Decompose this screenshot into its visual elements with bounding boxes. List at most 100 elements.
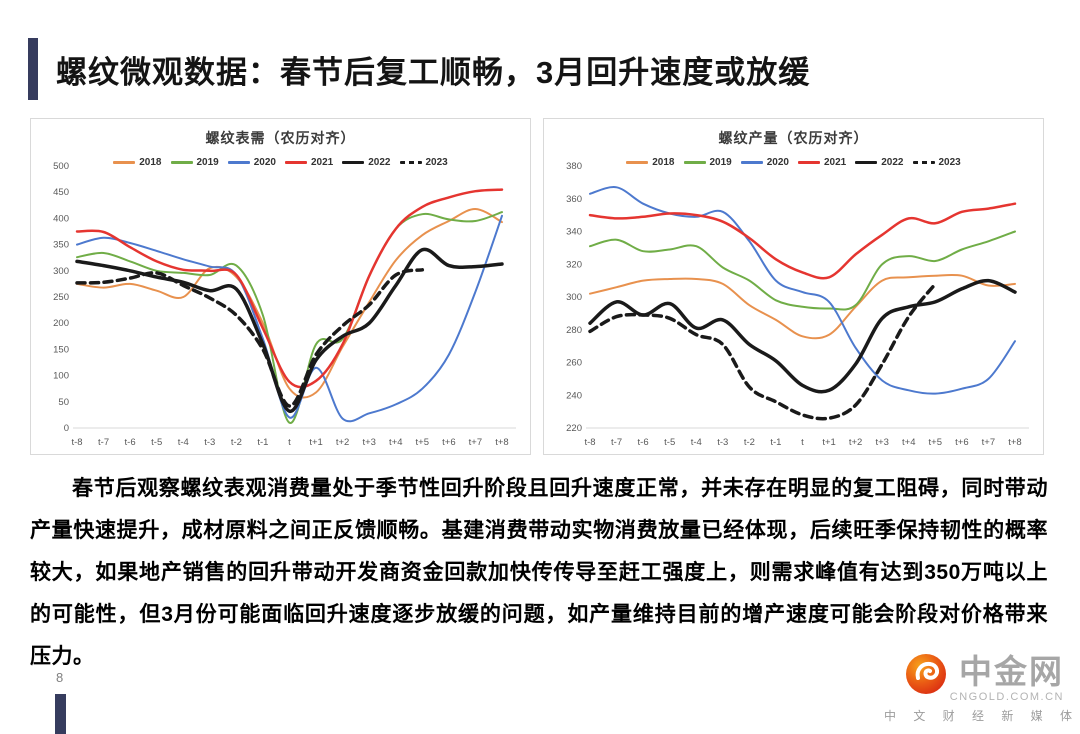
y-tick-label: 50 (58, 397, 69, 408)
x-tick-label: t+6 (955, 437, 968, 448)
y-tick-label: 240 (566, 390, 582, 401)
legend-item-2022: 2022 (342, 157, 391, 168)
watermark-brand: 中金网 (959, 653, 1064, 690)
x-tick-label: t-5 (664, 437, 675, 448)
y-tick-label: 400 (53, 213, 69, 224)
demand-chart: 0 50 100 150 200 250 300 350 400 450 500 t-8 t-7 t-6 t… (53, 161, 516, 448)
x-tick-label: t+5 (929, 437, 942, 448)
y-tick-label: 300 (566, 292, 582, 303)
series-line-2018 (76, 207, 503, 399)
y-tick-label: 150 (53, 344, 69, 355)
legend-item-2018: 2018 (626, 157, 675, 168)
watermark-tagline: 中 文 财 经 新 媒 体 (884, 709, 1080, 723)
x-tick-label: t+8 (1008, 437, 1021, 448)
series-line-2022 (588, 278, 1017, 394)
y-tick-label: 360 (566, 194, 582, 205)
page-number: 8 (56, 670, 64, 685)
page-title: 螺纹微观数据：春节后复工顺畅，3月回升速度或放缓 (56, 54, 811, 90)
legend-item-2023: 2023 (912, 157, 961, 168)
x-tick-label: t-3 (717, 437, 728, 448)
series-line-2023 (75, 268, 425, 408)
bottom-accent-bar (55, 694, 66, 734)
legend-swatch-2018 (113, 161, 136, 164)
x-tick-label: t-1 (257, 437, 268, 448)
legend-label: 2019 (196, 157, 219, 168)
x-tick-label: t-6 (125, 437, 136, 448)
legend-swatch-2020 (227, 161, 250, 164)
demand-chart-panel: 螺纹表需（农历对齐） 2018 2019 2020 2021 2022 2023 0 50 1… (30, 118, 531, 455)
legend-label: 2020 (253, 157, 276, 168)
legend-swatch-2020 (740, 161, 763, 164)
legend-label: 2019 (709, 157, 732, 168)
x-tick-label: t-8 (71, 437, 82, 448)
title-row: 螺纹微观数据：春节后复工顺畅，3月回升速度或放缓 (28, 38, 810, 100)
legend-item-2020: 2020 (740, 157, 789, 168)
series-line-2019 (589, 230, 1016, 311)
x-tick-label: t+1 (822, 437, 835, 448)
title-accent-bar (28, 38, 38, 100)
series-line-2020 (589, 186, 1016, 395)
series-line-2021 (75, 188, 504, 389)
x-tick-label: t-2 (744, 437, 755, 448)
series-line-2023 (588, 282, 938, 421)
x-tick-label: t+3 (875, 437, 888, 448)
legend-label: 2023 (938, 157, 961, 168)
x-tick-label: t-3 (204, 437, 215, 448)
x-tick-label: t+2 (336, 437, 349, 448)
series-line-2021 (588, 202, 1017, 280)
series-line-2019 (76, 211, 503, 424)
legend-label: 2023 (425, 157, 448, 168)
series-line-2018 (589, 273, 1016, 340)
y-tick-label: 200 (53, 318, 69, 329)
legend-item-2023: 2023 (399, 157, 448, 168)
legend-label: 2018 (139, 157, 162, 168)
x-tick-label: t+8 (495, 437, 508, 448)
x-tick-label: t-2 (231, 437, 242, 448)
legend-item-2018: 2018 (113, 157, 162, 168)
x-tick-label: t-4 (691, 437, 702, 448)
x-tick-label: t-7 (611, 437, 622, 448)
x-tick-label: t (288, 437, 291, 448)
y-tick-label: 340 (566, 227, 582, 238)
series-line-2022 (75, 247, 504, 413)
watermark-domain: CNGOLD.COM.CN (949, 691, 1064, 703)
legend-item-2022: 2022 (855, 157, 904, 168)
production-chart-title: 螺纹产量（农历对齐） (718, 130, 869, 146)
legend-swatch-2021 (798, 161, 820, 164)
legend-item-2020: 2020 (227, 157, 276, 168)
x-tick-label: t-8 (584, 437, 595, 448)
legend-item-2019: 2019 (170, 157, 219, 168)
legend-swatch-2023 (399, 161, 422, 164)
y-tick-label: 280 (566, 325, 582, 336)
x-tick-label: t-5 (151, 437, 162, 448)
legend-swatch-2021 (285, 161, 307, 164)
legend-swatch-2022 (342, 161, 365, 164)
y-tick-label: 260 (566, 358, 582, 369)
legend-item-2021: 2021 (798, 157, 846, 168)
x-tick-label: t+7 (982, 437, 995, 448)
demand-chart-legend: 2018 2019 2020 2021 2022 2023 (31, 157, 530, 168)
y-tick-label: 450 (53, 187, 69, 198)
cngold-logo-icon (905, 654, 946, 694)
legend-swatch-2019 (170, 161, 193, 164)
x-tick-label: t+7 (469, 437, 482, 448)
y-tick-label: 220 (566, 423, 582, 434)
production-chart-panel: 螺纹产量（农历对齐） 2018 2019 2020 2021 2022 2023 220 2… (543, 118, 1044, 455)
x-tick-label: t-4 (178, 437, 189, 448)
legend-label: 2018 (652, 157, 675, 168)
x-tick-label: t+4 (389, 437, 402, 448)
legend-label: 2021 (311, 157, 334, 168)
legend-label: 2022 (881, 157, 904, 168)
legend-swatch-2023 (912, 161, 935, 164)
x-tick-label: t+2 (849, 437, 862, 448)
series-line-2020 (76, 214, 503, 423)
legend-swatch-2022 (855, 161, 878, 164)
x-tick-label: t-7 (98, 437, 109, 448)
x-tick-label: t (801, 437, 804, 448)
legend-label: 2020 (766, 157, 789, 168)
x-tick-label: t-6 (638, 437, 649, 448)
demand-chart-title: 螺纹表需（农历对齐） (205, 130, 356, 146)
y-tick-label: 300 (53, 266, 69, 277)
legend-label: 2021 (824, 157, 847, 168)
y-tick-label: 0 (64, 423, 69, 434)
